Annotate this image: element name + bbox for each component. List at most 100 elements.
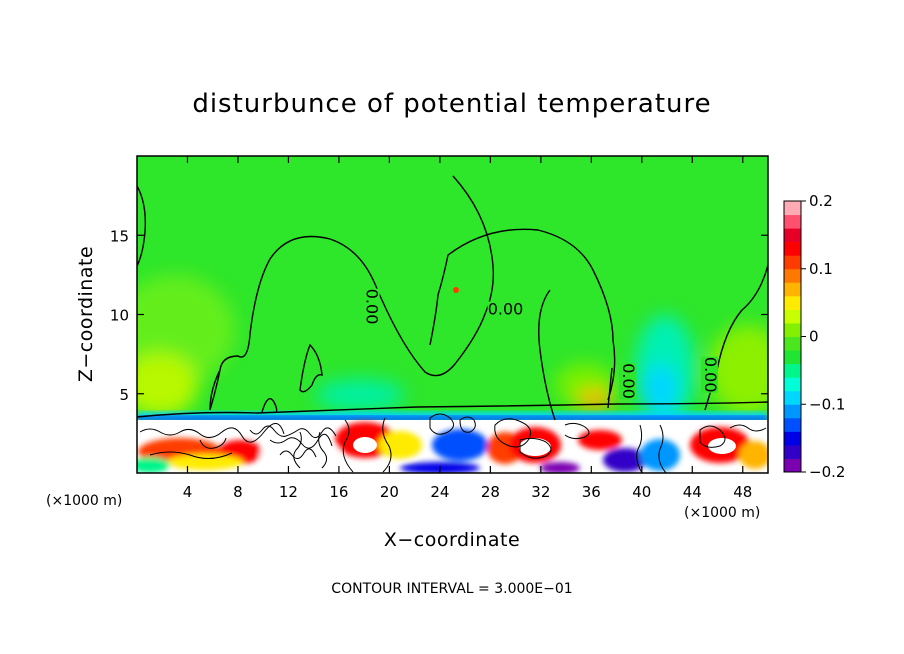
x-tick-label-4: 20 (380, 483, 399, 501)
x-axis-unit-right: (×1000 m) (684, 505, 760, 521)
field-bl-blob-12 (603, 448, 647, 472)
colorbar-tick-label-3: −0.1 (809, 395, 845, 413)
field-bl-blob-13 (640, 439, 680, 471)
field-bl-contour-15 (564, 422, 590, 440)
colorbar-tick-label-0: 0.2 (809, 192, 833, 210)
contour-label-1: 0.00 (488, 300, 524, 319)
field-bl-contour-13 (699, 425, 726, 448)
x-axis-label: X−coordinate (384, 529, 520, 551)
field-bl-contour-6 (382, 417, 392, 473)
colorbar-ticks: 0.2 0.1 0 −0.1 −0.2 (801, 192, 845, 481)
zero-contour-small-loop (299, 343, 323, 393)
field-bl-contour-16 (149, 451, 233, 459)
y-axis-ticks: 5 10 15 (110, 227, 768, 404)
colorbar-tick-label-1: 0.1 (809, 260, 833, 278)
x-tick-label-9: 40 (632, 483, 651, 501)
x-tick-label-10: 44 (683, 483, 702, 501)
x-tick-label-7: 32 (531, 483, 550, 501)
field-bl-white-3 (708, 438, 736, 454)
contour-interval-note: CONTOUR INTERVAL = 3.000E−01 (331, 581, 572, 597)
y-axis-label: Z−coordinate (75, 246, 97, 382)
colorbar-swatch-13 (784, 282, 801, 297)
field-bl-blob-15 (739, 441, 768, 469)
x-tick-label-11: 48 (733, 483, 752, 501)
field-bl-contour-7 (429, 413, 454, 435)
x-axis-unit-left: (×1000 m) (46, 493, 122, 509)
field-patch-negative-core (642, 364, 678, 416)
field-layer (137, 156, 768, 473)
field-bl-contour-18 (293, 431, 302, 469)
zero-contour-36 (538, 289, 556, 421)
contour-label-bg-3 (700, 356, 718, 393)
x-tick-label-6: 28 (481, 483, 500, 501)
colorbar-swatch-3 (784, 417, 801, 432)
contour-label-3: 0.00 (701, 357, 720, 393)
colorbar-swatch-1 (784, 444, 801, 459)
field-bl-contour-1 (139, 423, 285, 443)
colorbar-swatch-10 (784, 322, 801, 337)
x-tick-label-1: 8 (233, 483, 243, 501)
colorbar-swatch-7 (784, 363, 801, 378)
colorbar-tick-label-2: 0 (809, 328, 819, 346)
field-bl-contour-4 (279, 448, 317, 459)
field-band-blue (137, 416, 768, 421)
field-bl-contour-12 (658, 424, 667, 473)
contour-label-2: 0.00 (619, 363, 638, 399)
field-bl-contour-10 (519, 437, 552, 459)
field-bl-contour-8 (459, 416, 476, 433)
x-tick-label-8: 36 (582, 483, 601, 501)
colorbar (784, 201, 801, 473)
y-tick-label-0: 5 (119, 386, 129, 404)
colorbar-swatch-0 (784, 458, 801, 473)
colorbar-swatch-15 (784, 255, 801, 270)
zero-contour-left-edge (137, 185, 147, 267)
zero-contour-plume-1 (209, 175, 495, 411)
y-tick-label-2: 15 (110, 227, 129, 245)
field-patch-positive-low-left (137, 353, 198, 417)
field-bl-white-1 (353, 437, 377, 453)
colorbar-swatch-11 (784, 309, 801, 324)
colorbar-swatch-16 (784, 241, 801, 256)
colorbar-swatch-8 (784, 350, 801, 365)
zero-contour-plume-2 (429, 228, 616, 401)
colorbar-swatch-2 (784, 431, 801, 446)
x-axis-ticks: 4 8 12 16 20 24 28 32 36 40 44 48 (183, 156, 752, 501)
contour-label-bg-2 (618, 363, 636, 400)
field-bl-contour-2 (249, 425, 337, 438)
colorbar-swatch-18 (784, 214, 801, 229)
chart-title: disturbunce of potential temperature (192, 89, 711, 119)
contour-label-bg-1 (487, 301, 524, 319)
colorbar-swatch-12 (784, 295, 801, 310)
x-tick-label-3: 16 (329, 483, 348, 501)
field-bl-blob-17 (540, 462, 580, 473)
field-bl-white-4 (270, 440, 330, 464)
field-bl-white-2 (519, 438, 551, 456)
field-bl-contour-11 (636, 424, 643, 473)
field-bl-contour-19 (318, 431, 328, 469)
x-tick-label-2: 12 (279, 483, 298, 501)
field-hotspot (453, 287, 459, 293)
colorbar-swatch-9 (784, 336, 801, 351)
field-bl-blob-3 (167, 454, 243, 470)
x-tick-label-0: 4 (183, 483, 193, 501)
field-bl-blob-8 (432, 429, 488, 461)
colorbar-swatch-6 (784, 377, 801, 392)
field-bl-contour-5 (342, 419, 354, 473)
colorbar-tick-label-4: −0.2 (809, 463, 845, 481)
field-bl-contour-3 (269, 433, 333, 449)
colorbar-swatch-19 (784, 201, 801, 216)
y-tick-label-1: 10 (110, 307, 129, 325)
field-bl-contour-14 (729, 424, 767, 432)
contour-labels: 0.00 0.00 0.00 0.00 (362, 288, 720, 400)
field-patch-slight-negative-center (315, 379, 405, 411)
field-bl-contour-9 (494, 418, 532, 448)
colorbar-swatch-17 (784, 228, 801, 243)
zero-contour-40 (607, 367, 613, 409)
field-bl-contour-17 (199, 437, 227, 449)
colorbar-swatch-14 (784, 268, 801, 283)
contour-label-0: 0.00 (363, 289, 382, 325)
x-tick-label-5: 24 (430, 483, 449, 501)
colorbar-swatch-5 (784, 390, 801, 405)
zero-contour-small-bump (261, 398, 278, 413)
